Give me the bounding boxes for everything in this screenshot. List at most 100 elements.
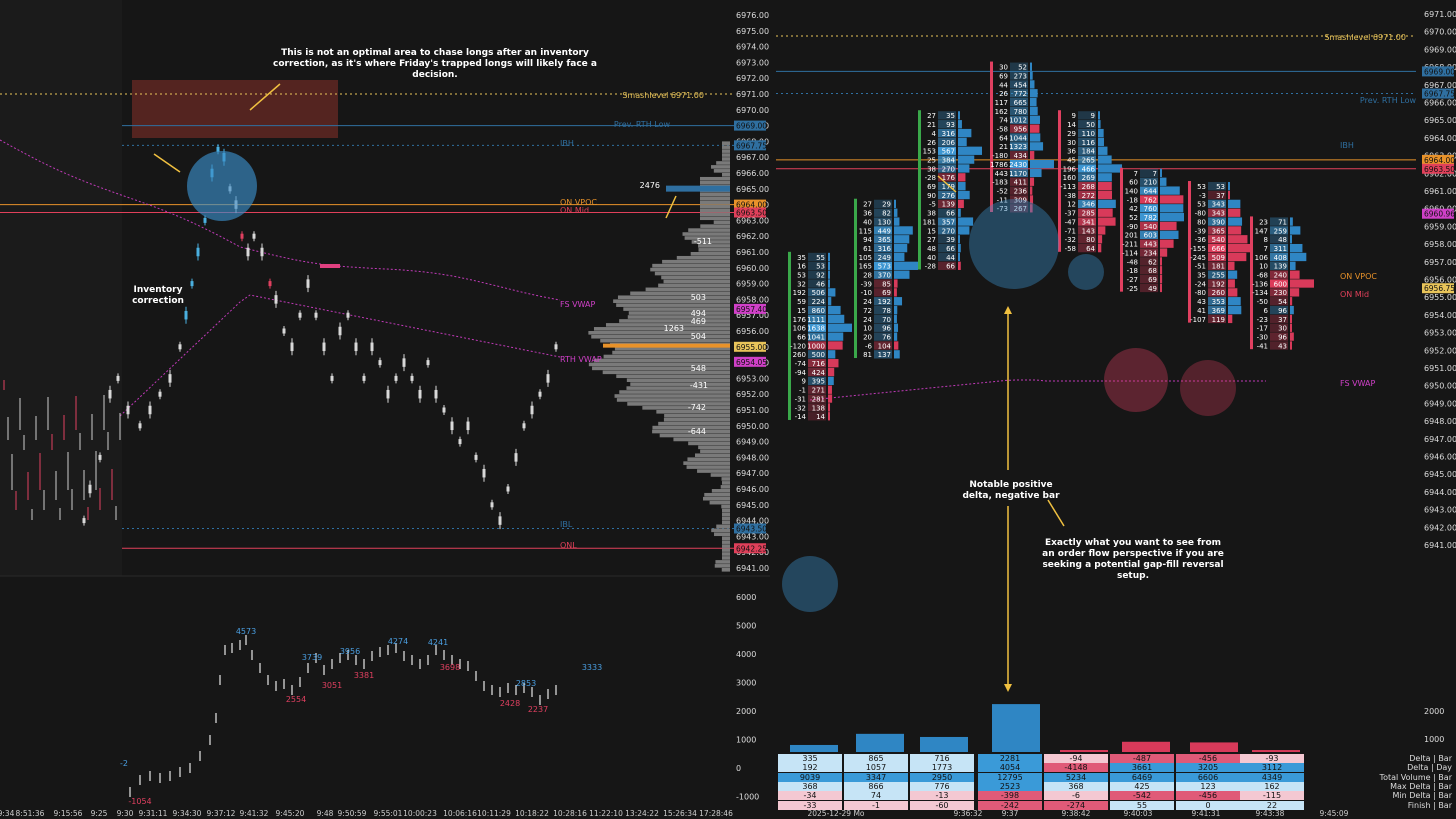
- time-axis-tick: 9:37: [1002, 809, 1019, 818]
- footprint-cell: [1140, 168, 1158, 178]
- price-candle: [410, 375, 414, 381]
- footprint-delta: -114: [1122, 249, 1138, 257]
- stats-cell: 368: [1044, 781, 1108, 791]
- footprint-cell: [938, 199, 956, 209]
- footprint-volume-bar: [1030, 62, 1032, 71]
- footprint-delta: -51: [1195, 263, 1206, 271]
- level-tag: [734, 543, 766, 554]
- footprint-volume: 210: [1144, 179, 1157, 187]
- pink-marker: [320, 264, 340, 268]
- time-axis-tick: 9:38:42: [1062, 809, 1091, 818]
- stats-cell: -456: [1176, 791, 1240, 801]
- stats-cell: -1: [844, 800, 908, 810]
- footprint-volume-bar: [1228, 208, 1241, 217]
- volume-profile-bar: [645, 287, 730, 292]
- footprint-delta: 7: [1134, 170, 1138, 178]
- level-tag: [734, 303, 766, 314]
- footprint-delta: -58: [1065, 245, 1076, 253]
- footprint-delta: 7: [1264, 245, 1268, 253]
- footprint-volume: 2430: [1009, 161, 1027, 169]
- volume-profile-bar: [721, 568, 730, 572]
- footprint-volume-bar: [894, 288, 897, 297]
- volume-profile-bar: [682, 232, 730, 236]
- time-axis-tick: 9:41:32: [240, 809, 269, 818]
- footprint-delta: 52: [1129, 214, 1138, 222]
- footprint-volume-bar: [1290, 226, 1301, 235]
- price-axis-tick: 6944.00: [736, 517, 769, 526]
- footprint-volume: 119: [1212, 316, 1225, 324]
- footprint-delta: -32: [1065, 236, 1076, 244]
- footprint-volume: 137: [878, 351, 891, 359]
- fs-vwap-line: [0, 139, 561, 301]
- footprint-delta: 8: [1264, 236, 1268, 244]
- footprint-volume: 82: [882, 210, 891, 218]
- footprint-volume-bar: [1228, 199, 1241, 209]
- volume-profile-bar: [720, 485, 730, 489]
- footprint-volume: 760: [1144, 205, 1157, 213]
- footprint-delta: -94: [795, 369, 807, 377]
- footprint-volume-bar: [958, 120, 962, 129]
- footprint-volume-bar: [894, 243, 908, 253]
- footprint-delta: 20: [863, 333, 872, 341]
- volume-profile-bar: [663, 417, 730, 422]
- price-candle: [268, 281, 272, 287]
- volume-profile-bar: [630, 291, 730, 296]
- footprint-candle-body: [1120, 167, 1123, 292]
- profile-label: 494: [691, 309, 706, 318]
- footprint-volume: 53: [816, 263, 825, 271]
- footprint-cell: [1208, 297, 1226, 306]
- volume-profile-bar: [722, 157, 730, 161]
- level-tag: [734, 356, 766, 367]
- footprint-delta: 26: [999, 90, 1008, 98]
- footprint-volume: 181: [1212, 263, 1225, 271]
- footprint-volume-bar: [1290, 332, 1294, 341]
- footprint-delta: -80: [1195, 289, 1206, 297]
- footprint-volume-bar: [828, 279, 830, 288]
- stats-cell: -115: [1240, 791, 1304, 801]
- price-candle: [442, 407, 446, 413]
- footprint-volume: 540: [1212, 236, 1225, 244]
- footprint-cell: [874, 314, 892, 324]
- stats-cell: 425: [1110, 781, 1174, 791]
- footprint-delta: 53: [1197, 183, 1206, 191]
- price-axis-tick: 6952.00: [736, 390, 769, 399]
- footprint-volume: 500: [812, 351, 825, 359]
- footprint-delta: -155: [1190, 245, 1206, 253]
- footprint-delta: 35: [797, 254, 806, 262]
- footprint-cell: [808, 394, 826, 403]
- footprint-delta: -38: [1065, 192, 1076, 200]
- volume-profile-bar: [656, 410, 730, 414]
- level-label: ON Mid: [1340, 290, 1369, 299]
- footprint-cell: [1140, 186, 1158, 195]
- footprint-volume-bar: [1160, 283, 1162, 293]
- note-gap-fill: Exactly what you want to see from an ord…: [1042, 538, 1224, 581]
- time-axis-tick: 11:22:10: [589, 809, 623, 818]
- right-chart-svg[interactable]: Smashlevel 6971.00 Prev. RTH Low IBH ON VPO…: [776, 0, 1456, 819]
- footprint-cell: [1270, 261, 1288, 270]
- level-tag: [1422, 88, 1454, 99]
- price-candle: [116, 375, 120, 381]
- level-tag: [1422, 154, 1454, 165]
- footprint-volume-bar: [958, 137, 967, 147]
- price-axis-tick: 6960.00: [736, 264, 769, 273]
- footprint-volume: 603: [1144, 232, 1157, 240]
- arrow-down-head: [1004, 684, 1012, 692]
- price-candle: [196, 247, 200, 257]
- footprint-cell: [1208, 270, 1226, 279]
- footprint-cell: [938, 261, 956, 270]
- volume-profile-bar: [715, 560, 730, 564]
- price-axis-tick: 6961.00: [736, 248, 769, 257]
- footprint-cell: [874, 261, 892, 270]
- footprint-delta: -52: [997, 187, 1008, 195]
- footprint-volume-bar: [1290, 252, 1307, 262]
- price-axis-tick: 6941.00: [736, 564, 769, 573]
- level-tag-text: 6960.96: [1424, 210, 1455, 219]
- footprint-volume: 192: [1212, 280, 1225, 288]
- stats-cell: -4148: [1044, 763, 1108, 773]
- footprint-cell: [808, 376, 826, 386]
- note-top: This is not an optimal area to chase lon…: [273, 48, 597, 80]
- level-label: ONL: [560, 541, 577, 550]
- price-candle: [522, 423, 526, 429]
- footprint-delta: 4: [932, 130, 937, 138]
